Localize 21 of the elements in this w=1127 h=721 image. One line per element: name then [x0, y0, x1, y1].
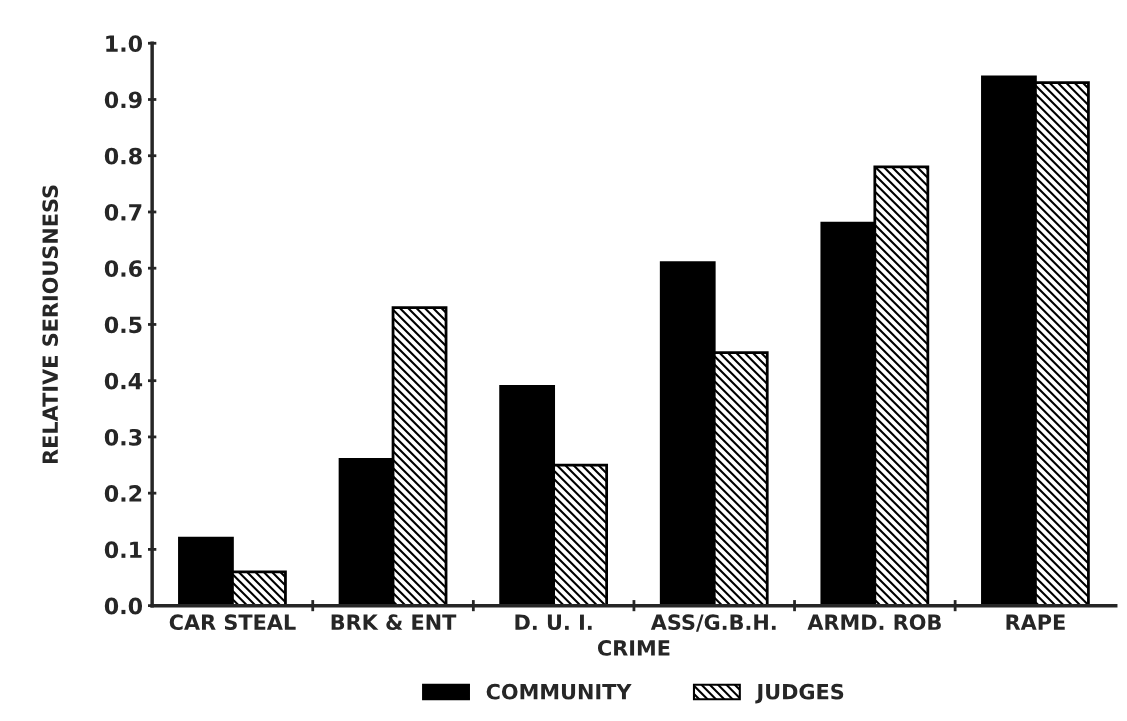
y-tick-label: 0.1: [104, 541, 142, 559]
x-tick-label: BRK & ENT: [331, 614, 457, 631]
y-tick-label: 0.5: [104, 316, 142, 334]
y-tick-label: 1.0: [106, 35, 143, 53]
y-tick-label: 0.6: [104, 260, 142, 277]
y-tick-label: 0.2: [104, 485, 142, 502]
y-tick-label: 0.9: [104, 91, 142, 109]
x-tick-label: ARMD. ROB: [807, 614, 941, 631]
y-tick-label: 0.0: [104, 597, 143, 615]
legend-label: JUDGES: [755, 683, 844, 704]
x-tick-label: CAR STEAL: [169, 614, 296, 631]
x-axis-title: CRIME: [597, 640, 670, 656]
y-tick-label: 0.4: [104, 372, 143, 390]
y-tick-label: 0.8: [104, 147, 142, 165]
y-tick-label: 0.3: [104, 428, 142, 446]
x-tick-label: RAPE: [1006, 614, 1065, 630]
x-tick-label: D. U. I.: [515, 614, 592, 631]
legend-label: COMMUNITY: [486, 683, 632, 700]
y-axis-title: RELATIVE SERIOUSNESS: [42, 185, 59, 464]
y-tick-label: 0.7: [104, 203, 142, 221]
x-tick-label: ASS/G.B.H.: [650, 614, 776, 632]
